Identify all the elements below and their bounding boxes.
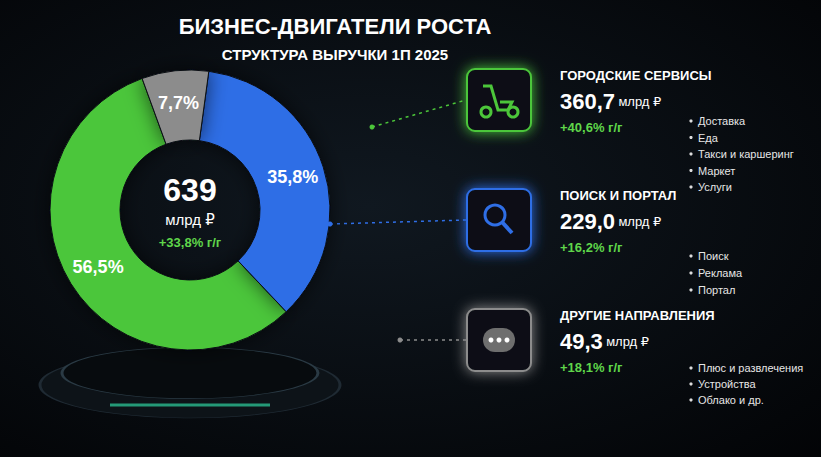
svg-text:Устройства: Устройства bbox=[698, 378, 756, 390]
svg-text:млрд ₽: млрд ₽ bbox=[165, 211, 215, 228]
svg-text:млрд ₽: млрд ₽ bbox=[606, 334, 649, 349]
svg-text:+18,1% г/г: +18,1% г/г bbox=[560, 360, 623, 375]
svg-text:ПОИСК И ПОРТАЛ: ПОИСК И ПОРТАЛ bbox=[560, 188, 676, 203]
svg-text:Маркет: Маркет bbox=[698, 165, 735, 177]
svg-text:млрд ₽: млрд ₽ bbox=[618, 94, 661, 109]
svg-text:Такси и каршеринг: Такси и каршеринг bbox=[698, 148, 794, 160]
svg-text:35,8%: 35,8% bbox=[267, 167, 318, 187]
svg-text:Услуги: Услуги bbox=[698, 181, 732, 193]
svg-text:СТРУКТУРА ВЫРУЧКИ 1П 2025: СТРУКТУРА ВЫРУЧКИ 1П 2025 bbox=[222, 46, 448, 63]
svg-text:56,5%: 56,5% bbox=[73, 257, 124, 277]
svg-text:Реклама: Реклама bbox=[698, 267, 743, 279]
svg-text:+33,8% г/г: +33,8% г/г bbox=[159, 235, 222, 250]
svg-text:Поиск: Поиск bbox=[698, 250, 729, 262]
svg-text:Доставка: Доставка bbox=[698, 115, 746, 127]
svg-text:млрд ₽: млрд ₽ bbox=[618, 214, 661, 229]
svg-text:7,7%: 7,7% bbox=[158, 93, 199, 113]
svg-text:ДРУГИЕ НАПРАВЛЕНИЯ: ДРУГИЕ НАПРАВЛЕНИЯ bbox=[560, 308, 715, 323]
svg-text:49,3: 49,3 bbox=[560, 329, 603, 354]
svg-text:+16,2% г/г: +16,2% г/г bbox=[560, 240, 623, 255]
svg-text:Портал: Портал bbox=[698, 284, 735, 296]
svg-text:Облако и др.: Облако и др. bbox=[698, 394, 764, 406]
svg-text:ГОРОДСКИЕ СЕРВИСЫ: ГОРОДСКИЕ СЕРВИСЫ bbox=[560, 68, 712, 83]
svg-text:229,0: 229,0 bbox=[560, 209, 615, 234]
svg-text:Плюс и развлечения: Плюс и развлечения bbox=[698, 362, 803, 374]
svg-text:360,7: 360,7 bbox=[560, 89, 615, 114]
svg-text:БИЗНЕС-ДВИГАТЕЛИ РОСТА: БИЗНЕС-ДВИГАТЕЛИ РОСТА bbox=[179, 14, 492, 39]
svg-text:Еда: Еда bbox=[698, 132, 719, 144]
svg-text:+40,6% г/г: +40,6% г/г bbox=[560, 120, 623, 135]
svg-text:639: 639 bbox=[163, 172, 216, 208]
